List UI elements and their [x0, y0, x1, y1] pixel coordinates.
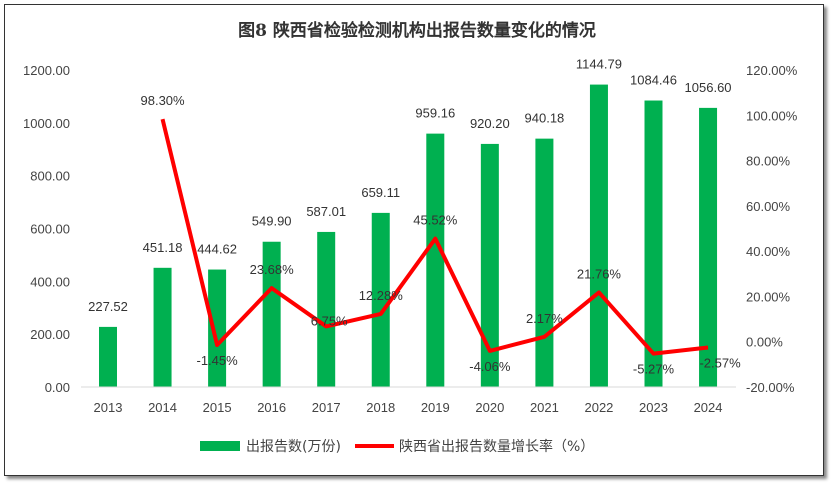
- line-data-label: -1.45%: [196, 353, 238, 368]
- bar: [371, 212, 390, 387]
- bar: [153, 267, 172, 387]
- x-tick-label: 2016: [257, 400, 286, 415]
- left-tick-label: 0.00: [45, 380, 70, 395]
- line-data-label: -5.27%: [633, 362, 675, 377]
- bar-data-label: 659.11: [361, 185, 400, 200]
- legend-bar-label: 出报告数(万份): [246, 439, 341, 455]
- bar-data-label: 1144.79: [576, 57, 622, 72]
- bar: [644, 100, 663, 387]
- bar-data-label: 549.90: [252, 214, 292, 229]
- x-tick-label: 2018: [366, 400, 395, 415]
- bar-data-label: 444.62: [197, 242, 237, 257]
- legend-line-label: 陕西省出报告数量增长率（%）: [399, 438, 594, 455]
- bar-data-label: 1084.46: [630, 73, 677, 88]
- line-data-label: -4.06%: [469, 359, 511, 374]
- bar: [317, 231, 336, 387]
- left-tick-label: 800.00: [30, 169, 70, 184]
- x-tick-label: 2017: [312, 400, 341, 415]
- line-data-label: -2.57%: [699, 356, 741, 371]
- right-tick-label: 20.00%: [746, 289, 791, 304]
- x-tick-label: 2021: [530, 400, 559, 415]
- right-tick-label: -20.00%: [746, 380, 795, 395]
- bar-data-label: 227.52: [88, 299, 128, 314]
- bar-data-label: 940.18: [525, 111, 565, 126]
- bar-data-label: 451.18: [143, 240, 183, 255]
- bar: [262, 241, 281, 387]
- x-tick-label: 2013: [94, 400, 123, 415]
- chart-title: 图8 陕西省检验检测机构出报告数量变化的情况: [238, 20, 596, 41]
- chart-frame: [4, 4, 824, 476]
- right-tick-label: 80.00%: [746, 154, 791, 169]
- right-tick-label: 120.00%: [746, 63, 798, 78]
- bar: [99, 326, 117, 387]
- right-tick-label: 60.00%: [746, 199, 791, 214]
- left-tick-label: 1200.00: [23, 63, 70, 78]
- left-tick-label: 1000.00: [23, 116, 70, 131]
- left-tick-label: 200.00: [30, 327, 70, 342]
- legend-bar-swatch: [200, 441, 240, 451]
- line-data-label: 98.30%: [141, 93, 186, 108]
- x-tick-label: 2023: [639, 400, 668, 415]
- line-data-label: 12.28%: [359, 288, 404, 303]
- line-data-label: 23.68%: [250, 262, 295, 277]
- right-tick-label: 100.00%: [746, 108, 798, 123]
- bar-data-label: 1056.60: [685, 80, 732, 95]
- bar: [480, 143, 499, 387]
- bar: [426, 133, 445, 387]
- x-tick-label: 2015: [203, 400, 232, 415]
- bar-data-label: 959.16: [415, 106, 455, 121]
- line-data-label: 45.52%: [413, 213, 458, 228]
- right-tick-label: 0.00%: [746, 335, 783, 350]
- bar: [699, 107, 718, 387]
- x-tick-label: 2019: [421, 400, 450, 415]
- right-tick-label: 40.00%: [746, 244, 791, 259]
- line-data-label: 6.75%: [311, 313, 348, 328]
- bar: [535, 138, 554, 387]
- x-tick-label: 2022: [584, 400, 613, 415]
- left-tick-label: 600.00: [30, 222, 70, 237]
- x-tick-label: 2024: [694, 400, 723, 415]
- x-tick-label: 2020: [475, 400, 504, 415]
- bar: [589, 84, 608, 387]
- bar-data-label: 587.01: [306, 204, 346, 219]
- line-data-label: 2.17%: [526, 311, 563, 326]
- bar-data-label: 920.20: [470, 116, 510, 131]
- left-tick-label: 400.00: [30, 274, 70, 289]
- x-tick-label: 2014: [148, 400, 177, 415]
- line-data-label: 21.76%: [577, 266, 622, 281]
- legend: 出报告数(万份) 陕西省出报告数量增长率（%）: [200, 438, 594, 455]
- bar: [208, 269, 227, 387]
